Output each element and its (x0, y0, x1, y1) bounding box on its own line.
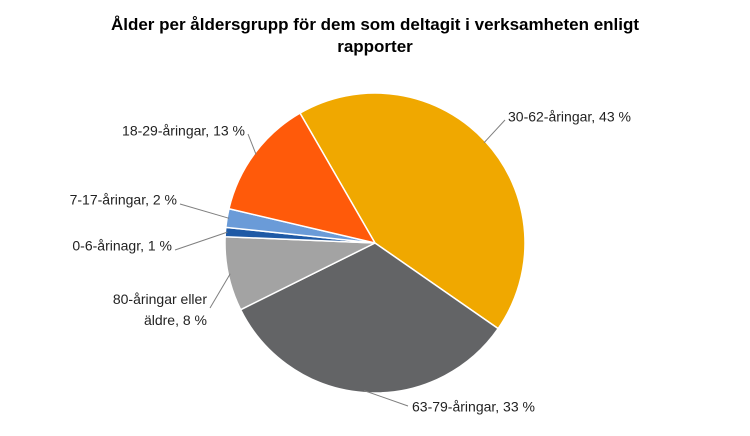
data-label-line: äldre, 8 % (144, 312, 207, 328)
leader-line (363, 390, 409, 407)
data-label: 7-17-åringar, 2 % (70, 192, 177, 208)
leader-line (174, 231, 228, 251)
leader-line (247, 133, 257, 155)
leader-line (483, 119, 506, 144)
chart-title: Ålder per åldersgrupp för dem som deltag… (110, 15, 640, 56)
leader-line (179, 203, 230, 219)
data-label: 63-79-åringar, 33 % (412, 399, 535, 415)
data-label: 0-6-årinagr, 1 % (72, 238, 172, 254)
data-label: 30-62-åringar, 43 % (508, 109, 631, 125)
data-label-line: 80-åringar eller (113, 291, 207, 307)
pie-slice (239, 242, 500, 394)
data-label: 80-åringar eller äldre, 8 % (113, 291, 207, 328)
data-label: 18-29-åringar, 13 % (122, 123, 245, 139)
leader-line (209, 273, 231, 309)
pie-slice (228, 112, 377, 245)
